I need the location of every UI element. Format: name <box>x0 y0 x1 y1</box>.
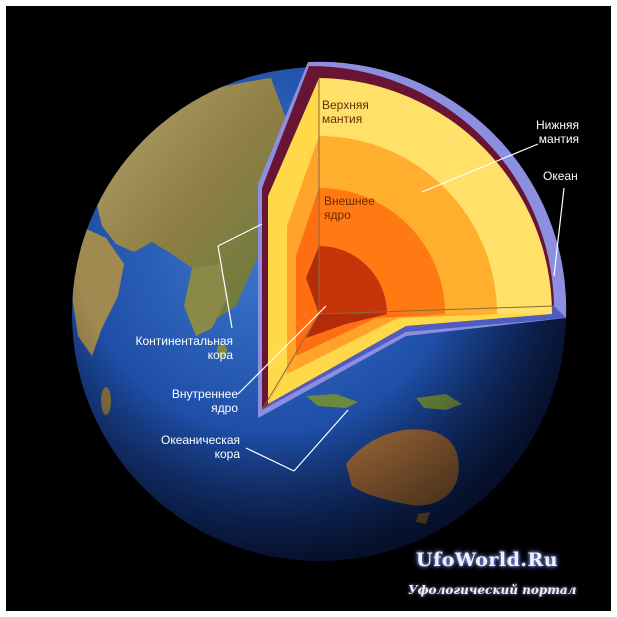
leader-line-oceanic-crust <box>245 447 295 472</box>
leader-line-oceanic-crust-2 <box>293 409 349 472</box>
leader-line-lower-mantle <box>421 143 539 193</box>
axis-line-diagonal <box>261 313 320 411</box>
diagram-frame: Верхняя мантия Нижняя мантия Океан Внешнее… <box>6 6 611 611</box>
leader-line-continental-crust-2 <box>217 223 263 247</box>
watermark-title: UfoWorld.Ru <box>416 549 559 571</box>
label-ocean: Океан <box>543 169 578 183</box>
leader-line-ocean <box>553 187 565 277</box>
label-outer-core: Внешнее ядро <box>324 194 375 222</box>
inner-core-face <box>306 246 387 338</box>
label-continental-crust: Континентальная кора <box>135 334 233 362</box>
earth-cutaway-diagram <box>72 61 567 561</box>
label-inner-core: Внутреннее ядро <box>171 387 238 415</box>
leader-line-continental-crust <box>217 245 233 329</box>
label-oceanic-crust: Океаническая кора <box>160 433 240 461</box>
inner-core-layer <box>319 246 387 314</box>
outer-core-face-left <box>296 188 319 356</box>
cut-plane-lower <box>262 306 566 410</box>
label-upper-mantle: Верхняя мантия <box>322 98 369 126</box>
leader-line-inner-core <box>237 305 327 395</box>
watermark-subtitle: Уфологический портал <box>408 583 577 597</box>
axis-line-horizontal <box>318 305 555 315</box>
label-lower-mantle: Нижняя мантия <box>536 118 580 146</box>
